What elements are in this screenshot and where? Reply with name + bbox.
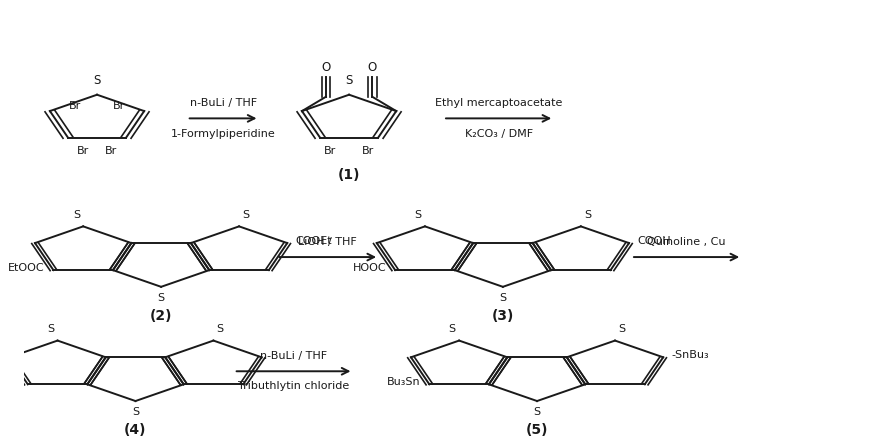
Text: (5): (5) [525, 423, 548, 438]
Text: (2): (2) [150, 309, 172, 323]
Text: (1): (1) [338, 168, 360, 183]
Text: Br: Br [105, 146, 117, 156]
Text: (4): (4) [125, 423, 147, 438]
Text: S: S [242, 210, 250, 220]
Text: Br: Br [362, 146, 374, 156]
Text: S: S [72, 210, 79, 220]
Text: O: O [367, 61, 377, 74]
Text: Ethyl mercaptoacetate: Ethyl mercaptoacetate [435, 98, 562, 108]
Text: LiOH / THF: LiOH / THF [298, 237, 357, 247]
Text: S: S [533, 407, 540, 417]
Text: S: S [345, 74, 353, 88]
Text: S: S [449, 324, 456, 335]
Text: Br: Br [113, 101, 125, 111]
Text: Br: Br [77, 146, 88, 156]
Text: Quinoline , Cu: Quinoline , Cu [647, 237, 726, 247]
Text: COOH: COOH [638, 236, 671, 246]
Text: EtOOC: EtOOC [8, 263, 45, 273]
Text: S: S [47, 324, 54, 335]
Text: S: S [94, 74, 101, 88]
Text: S: S [499, 293, 507, 303]
Text: S: S [618, 324, 625, 335]
Text: -SnBu₃: -SnBu₃ [672, 350, 709, 360]
Text: (3): (3) [492, 309, 514, 323]
Text: S: S [584, 210, 592, 220]
Text: S: S [414, 210, 422, 220]
Text: n-BuLi / THF: n-BuLi / THF [260, 351, 327, 361]
Text: n-BuLi / THF: n-BuLi / THF [190, 98, 257, 108]
Text: S: S [157, 293, 165, 303]
Text: Tributhlytin chloride: Tributhlytin chloride [238, 381, 349, 392]
Text: COOEt: COOEt [296, 236, 332, 246]
Text: S: S [216, 324, 223, 335]
Text: O: O [321, 61, 330, 74]
Text: HOOC: HOOC [353, 263, 387, 273]
Text: Br: Br [69, 101, 81, 111]
Text: Br: Br [324, 146, 336, 156]
Text: Bu₃Sn: Bu₃Sn [387, 377, 421, 387]
Text: 1-Formylpiperidine: 1-Formylpiperidine [170, 129, 275, 139]
Text: S: S [132, 407, 139, 417]
Text: K₂CO₃ / DMF: K₂CO₃ / DMF [464, 129, 532, 139]
